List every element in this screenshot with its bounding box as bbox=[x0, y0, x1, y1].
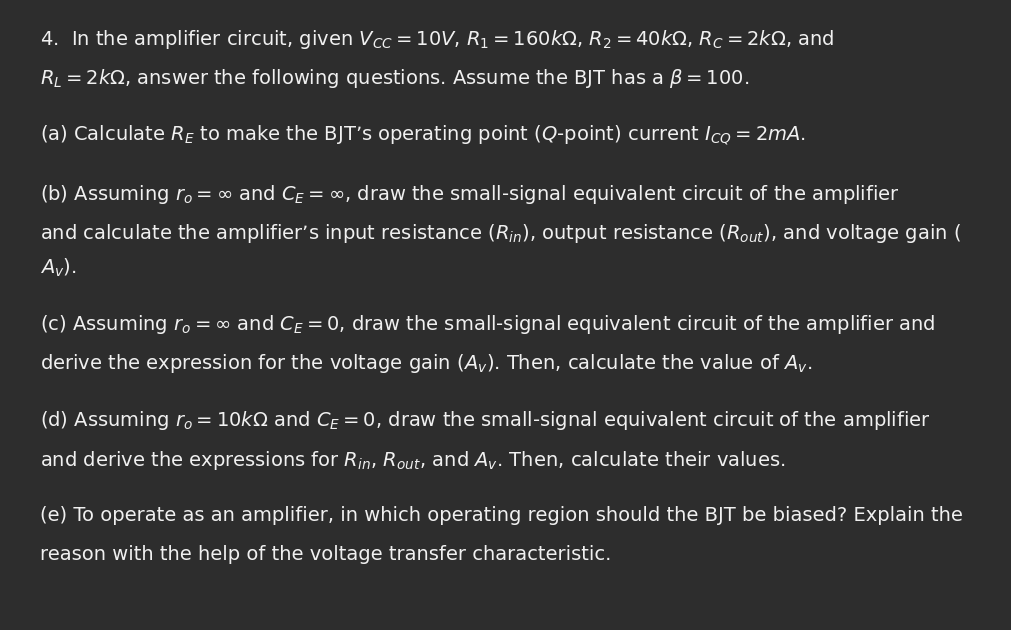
Text: and derive the expressions for $R_{in}$, $R_{out}$, and $A_v$. Then, calculate t: and derive the expressions for $R_{in}$,… bbox=[40, 449, 786, 472]
Text: (a) Calculate $R_E$ to make the BJT’s operating point ($Q$-point) current $I_{CQ: (a) Calculate $R_E$ to make the BJT’s op… bbox=[40, 124, 806, 147]
Text: (b) Assuming $r_o = \infty$ and $C_E = \infty$, draw the small-signal equivalent: (b) Assuming $r_o = \infty$ and $C_E = \… bbox=[40, 183, 900, 206]
Text: 4.  In the amplifier circuit, given $V_{CC} = 10V$, $R_1 = 160k\Omega$, $R_2 = 4: 4. In the amplifier circuit, given $V_{C… bbox=[40, 28, 835, 52]
Text: (c) Assuming $r_o = \infty$ and $C_E = 0$, draw the small-signal equivalent circ: (c) Assuming $r_o = \infty$ and $C_E = 0… bbox=[40, 313, 936, 336]
Text: (e) To operate as an amplifier, in which operating region should the BJT be bias: (e) To operate as an amplifier, in which… bbox=[40, 506, 963, 525]
Text: $A_v$).: $A_v$). bbox=[40, 256, 77, 278]
Text: $R_L = 2k\Omega$, answer the following questions. Assume the BJT has a $\beta = : $R_L = 2k\Omega$, answer the following q… bbox=[40, 67, 750, 91]
Text: (d) Assuming $r_o = 10k\Omega$ and $C_E = 0$, draw the small-signal equivalent c: (d) Assuming $r_o = 10k\Omega$ and $C_E … bbox=[40, 410, 931, 433]
Text: and calculate the amplifier’s input resistance ($R_{in}$), output resistance ($R: and calculate the amplifier’s input resi… bbox=[40, 222, 961, 245]
Text: reason with the help of the voltage transfer characteristic.: reason with the help of the voltage tran… bbox=[40, 545, 612, 564]
Text: derive the expression for the voltage gain ($A_v$). Then, calculate the value of: derive the expression for the voltage ga… bbox=[40, 352, 813, 375]
